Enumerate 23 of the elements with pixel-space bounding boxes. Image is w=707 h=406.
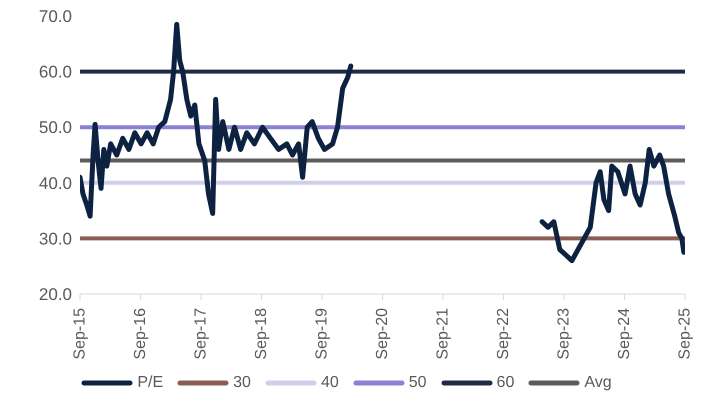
legend-label: 40 bbox=[320, 374, 339, 392]
x-tick-label: Sep-23 bbox=[555, 308, 572, 360]
x-tick-label: Sep-22 bbox=[494, 308, 512, 360]
legend-label: Avg bbox=[583, 374, 612, 392]
y-tick-label: 60.0 bbox=[38, 62, 72, 82]
x-tick-label: Sep-20 bbox=[374, 308, 392, 360]
x-tick-label: Sep-25 bbox=[676, 308, 694, 360]
y-tick-label: 20.0 bbox=[38, 285, 72, 304]
legend-label: 50 bbox=[408, 374, 427, 392]
y-tick-label: 70.0 bbox=[38, 7, 72, 26]
y-tick-label: 50.0 bbox=[38, 118, 72, 138]
legend-label: 30 bbox=[232, 374, 251, 392]
x-tick-label: Sep-16 bbox=[132, 308, 150, 360]
x-tick-label: Sep-24 bbox=[616, 308, 634, 360]
legend-label: 60 bbox=[496, 374, 514, 392]
legend-label: P/E bbox=[136, 374, 164, 392]
y-tick-label: 40.0 bbox=[38, 174, 72, 193]
x-tick-label: Sep-19 bbox=[313, 308, 330, 360]
x-tick-label: Sep-17 bbox=[192, 308, 210, 360]
x-tick-label: Sep-15 bbox=[72, 308, 88, 360]
x-tick-label: Sep-18 bbox=[253, 308, 270, 360]
x-tick-label: Sep-21 bbox=[434, 308, 452, 360]
y-tick-label: 30.0 bbox=[38, 229, 72, 248]
